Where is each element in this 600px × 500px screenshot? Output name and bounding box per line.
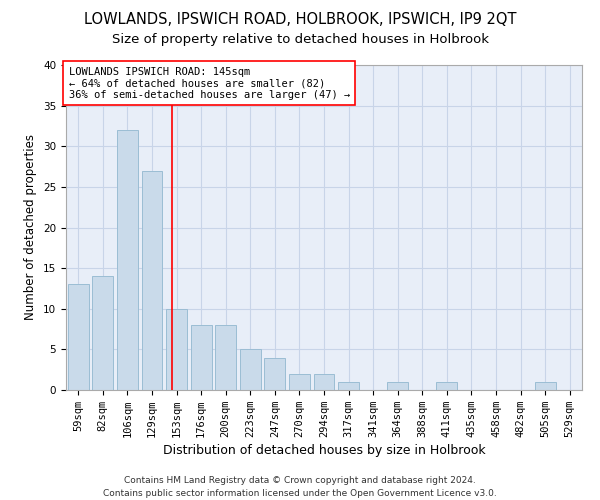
Y-axis label: Number of detached properties: Number of detached properties bbox=[25, 134, 37, 320]
Bar bbox=[265, 358, 286, 390]
Bar bbox=[117, 130, 138, 390]
Bar bbox=[338, 382, 359, 390]
Bar bbox=[92, 276, 113, 390]
Bar bbox=[166, 308, 187, 390]
Bar bbox=[314, 374, 334, 390]
Bar bbox=[142, 170, 163, 390]
Text: LOWLANDS, IPSWICH ROAD, HOLBROOK, IPSWICH, IP9 2QT: LOWLANDS, IPSWICH ROAD, HOLBROOK, IPSWIC… bbox=[84, 12, 516, 28]
Bar bbox=[191, 325, 212, 390]
Text: LOWLANDS IPSWICH ROAD: 145sqm
← 64% of detached houses are smaller (82)
36% of s: LOWLANDS IPSWICH ROAD: 145sqm ← 64% of d… bbox=[68, 66, 350, 100]
Bar bbox=[387, 382, 408, 390]
Bar bbox=[215, 325, 236, 390]
Bar bbox=[240, 350, 261, 390]
Bar bbox=[436, 382, 457, 390]
X-axis label: Distribution of detached houses by size in Holbrook: Distribution of detached houses by size … bbox=[163, 444, 485, 457]
Bar bbox=[68, 284, 89, 390]
Text: Size of property relative to detached houses in Holbrook: Size of property relative to detached ho… bbox=[112, 32, 488, 46]
Bar bbox=[289, 374, 310, 390]
Text: Contains HM Land Registry data © Crown copyright and database right 2024.
Contai: Contains HM Land Registry data © Crown c… bbox=[103, 476, 497, 498]
Bar bbox=[535, 382, 556, 390]
